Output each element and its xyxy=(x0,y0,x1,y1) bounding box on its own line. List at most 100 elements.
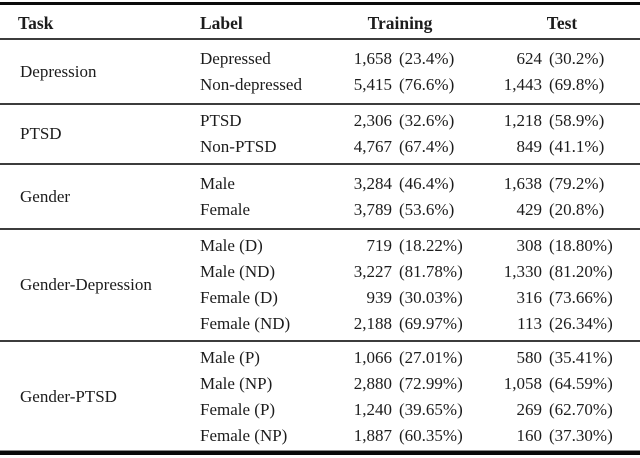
training-count: 2,880 xyxy=(353,374,392,393)
task-cell: Gender xyxy=(20,186,71,206)
table-row: Male (P) 1,066 (27.01%) 580 (35.41%) xyxy=(200,345,640,371)
table-row: Non-depressed 5,415 (76.6%) 1,443 (69.8%… xyxy=(200,72,640,98)
table-row: Male (D) 719 (18.22%) 308 (18.80%) xyxy=(200,233,640,259)
training-count: 1,658 xyxy=(353,48,392,68)
test-count: 624 xyxy=(516,48,543,68)
test-count: 113 xyxy=(517,314,542,333)
training-percent: (46.4%) xyxy=(399,173,455,193)
training-count: 1,066 xyxy=(353,348,392,367)
label-cell: Female (ND) xyxy=(200,314,291,333)
task-group-ptsd: PTSD PTSD 2,306 (32.6%) 1,218 (58.9%) No… xyxy=(0,103,640,163)
label-cell: Female (NP) xyxy=(200,426,288,445)
training-count: 3,789 xyxy=(353,199,392,219)
training-percent: (23.4%) xyxy=(399,48,455,68)
column-header-training: Training xyxy=(367,13,433,33)
test-percent: (64.59%) xyxy=(549,374,613,393)
test-count: 308 xyxy=(516,236,543,255)
label-cell: Male (NP) xyxy=(200,374,273,393)
table-row: Non-PTSD 4,767 (67.4%) 849 (41.1%) xyxy=(200,134,640,160)
training-percent: (18.22%) xyxy=(399,236,463,255)
training-count: 5,415 xyxy=(353,74,392,94)
test-percent: (73.66%) xyxy=(549,288,613,307)
task-cell: Gender-PTSD xyxy=(20,387,117,406)
label-cell: Depressed xyxy=(200,48,271,68)
table-row: PTSD 2,306 (32.6%) 1,218 (58.9%) xyxy=(200,108,640,134)
test-percent: (26.34%) xyxy=(549,314,613,333)
test-count: 1,443 xyxy=(503,74,542,94)
table-row: Female (ND) 2,188 (69.97%) 113 (26.34%) xyxy=(200,311,640,337)
test-percent: (30.2%) xyxy=(549,48,605,68)
task-cell: Depression xyxy=(20,61,97,81)
test-percent: (79.2%) xyxy=(549,173,605,193)
training-percent: (72.99%) xyxy=(399,374,463,393)
training-count: 2,306 xyxy=(353,111,392,130)
training-percent: (76.6%) xyxy=(399,74,455,94)
task-group-depression: Depression Depressed 1,658 (23.4%) 624 (… xyxy=(0,40,640,103)
table-bottom-rule xyxy=(0,450,640,455)
task-group-gender-depression: Gender-Depression Male (D) 719 (18.22%) … xyxy=(0,228,640,340)
test-percent: (69.8%) xyxy=(549,74,605,94)
label-cell: Female xyxy=(200,199,251,219)
table-row: Female 3,789 (53.6%) 429 (20.8%) xyxy=(200,197,640,223)
table-row: Male 3,284 (46.4%) 1,638 (79.2%) xyxy=(200,171,640,197)
table-body: Depression Depressed 1,658 (23.4%) 624 (… xyxy=(0,40,640,452)
test-count: 316 xyxy=(516,288,543,307)
test-percent: (37.30%) xyxy=(549,426,613,445)
training-count: 1,240 xyxy=(353,400,392,419)
test-count: 1,218 xyxy=(503,111,542,130)
label-cell: Female (D) xyxy=(200,288,278,307)
task-group-gender-ptsd: Gender-PTSD Male (P) 1,066 (27.01%) 580 … xyxy=(0,340,640,452)
column-header-test: Test xyxy=(546,13,578,33)
table-row: Female (D) 939 (30.03%) 316 (73.66%) xyxy=(200,285,640,311)
table-row: Male (NP) 2,880 (72.99%) 1,058 (64.59%) xyxy=(200,371,640,397)
label-cell: Male (D) xyxy=(200,236,263,255)
test-count: 269 xyxy=(516,400,543,419)
training-count: 939 xyxy=(366,288,393,307)
training-percent: (39.65%) xyxy=(399,400,463,419)
test-percent: (81.20%) xyxy=(549,262,613,281)
training-percent: (27.01%) xyxy=(399,348,463,367)
training-percent: (30.03%) xyxy=(399,288,463,307)
column-header-task: Task xyxy=(18,13,54,33)
test-percent: (62.70%) xyxy=(549,400,613,419)
training-percent: (67.4%) xyxy=(399,137,455,156)
training-percent: (53.6%) xyxy=(399,199,455,219)
training-count: 719 xyxy=(366,236,393,255)
test-count: 849 xyxy=(516,137,543,156)
label-cell: Female (P) xyxy=(200,400,276,419)
training-count: 3,284 xyxy=(353,173,392,193)
training-percent: (60.35%) xyxy=(399,426,463,445)
training-percent: (81.78%) xyxy=(399,262,463,281)
test-count: 1,058 xyxy=(503,374,542,393)
test-percent: (41.1%) xyxy=(549,137,605,156)
table-top-rule xyxy=(0,2,640,5)
training-percent: (32.6%) xyxy=(399,111,455,130)
label-cell: Non-PTSD xyxy=(200,137,277,156)
table-header-row: Task Label Training Test xyxy=(0,9,640,37)
task-group-gender: Gender Male 3,284 (46.4%) 1,638 (79.2%) … xyxy=(0,163,640,228)
training-count: 2,188 xyxy=(353,314,392,333)
table-row: Male (ND) 3,227 (81.78%) 1,330 (81.20%) xyxy=(200,259,640,285)
training-count: 3,227 xyxy=(353,262,392,281)
test-percent: (20.8%) xyxy=(549,199,605,219)
table-row: Female (P) 1,240 (39.65%) 269 (62.70%) xyxy=(200,397,640,423)
task-cell: Gender-Depression xyxy=(20,275,152,294)
training-count: 1,887 xyxy=(353,426,392,445)
label-cell: Non-depressed xyxy=(200,74,302,94)
test-percent: (58.9%) xyxy=(549,111,605,130)
label-cell: Male (P) xyxy=(200,348,260,367)
task-cell: PTSD xyxy=(20,124,62,143)
label-cell: PTSD xyxy=(200,111,242,130)
label-cell: Male (ND) xyxy=(200,262,276,281)
training-count: 4,767 xyxy=(353,137,392,156)
training-percent: (69.97%) xyxy=(399,314,463,333)
column-header-label: Label xyxy=(200,13,243,33)
test-count: 1,330 xyxy=(503,262,542,281)
test-count: 160 xyxy=(516,426,543,445)
test-percent: (35.41%) xyxy=(549,348,613,367)
header-rule xyxy=(0,38,640,40)
label-cell: Male xyxy=(200,173,235,193)
test-percent: (18.80%) xyxy=(549,236,613,255)
test-count: 429 xyxy=(516,199,543,219)
